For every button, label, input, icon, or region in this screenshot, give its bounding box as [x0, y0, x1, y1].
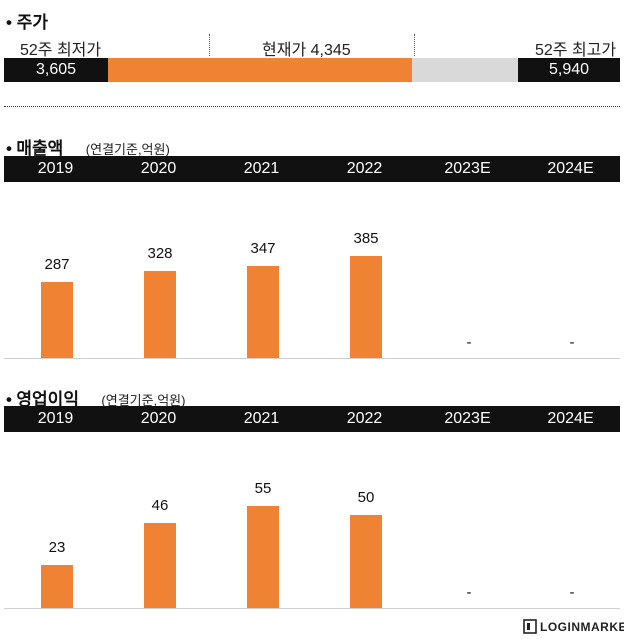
- bar-value-label: 287: [44, 256, 70, 273]
- low-price-label: 52주 최저가: [20, 42, 102, 59]
- year-label: 2019: [37, 160, 74, 177]
- bar-value-label: 23: [48, 539, 66, 556]
- stock-title-text: 주가: [16, 13, 48, 32]
- year-label: 2023E: [444, 410, 491, 427]
- bar-value-label: 385: [353, 230, 379, 247]
- bar-value-label: 55: [254, 480, 272, 497]
- year-label: 2023E: [444, 160, 491, 177]
- price-range-bar: 3,605 5,940: [4, 58, 620, 82]
- current-price-label: 현재가 4,345: [262, 42, 351, 59]
- year-label: 2019: [37, 410, 74, 427]
- bar: [41, 282, 73, 358]
- profit-baseline: [4, 608, 620, 609]
- bar: [350, 256, 382, 358]
- price-track: [108, 58, 518, 82]
- low-price-box: 3,605: [4, 58, 108, 82]
- divider-line: [209, 34, 210, 56]
- bullet-icon: •: [6, 390, 12, 409]
- loginmarket-logo-icon: [523, 619, 537, 634]
- revenue-title: 매출액: [16, 139, 64, 158]
- bar-value-label: -: [569, 334, 575, 351]
- year-label: 2022: [346, 410, 383, 427]
- high-price-label: 52주 최고가: [535, 42, 617, 59]
- high-price-box: 5,940: [518, 58, 620, 82]
- current-price-fill: [108, 58, 412, 82]
- bar: [247, 506, 279, 608]
- profit-title: 영업이익: [16, 390, 79, 409]
- bar-value-label: 46: [151, 497, 169, 514]
- bar: [350, 515, 382, 608]
- profit-chart: 23 46 55 50 - -: [4, 432, 620, 608]
- profit-section-header: • 영업이익 (연결기준,억원): [6, 385, 185, 410]
- section-separator: [4, 106, 620, 107]
- revenue-section-header: • 매출액 (연결기준,억원): [6, 134, 170, 159]
- bar: [144, 523, 176, 608]
- year-label: 2021: [243, 160, 280, 177]
- bar-value-label: -: [569, 584, 575, 601]
- bar: [247, 266, 279, 358]
- year-label: 2020: [140, 160, 177, 177]
- revenue-year-header: 2019 2020 2021 2022 2023E 2024E: [4, 156, 620, 182]
- profit-year-header: 2019 2020 2021 2022 2023E 2024E: [4, 406, 620, 432]
- bar-value-label: -: [466, 334, 472, 351]
- profit-unit-note: (연결기준,억원): [101, 393, 186, 408]
- bar-value-label: 50: [357, 489, 375, 506]
- footer-brand: LOGINMARKET: [540, 620, 624, 634]
- stock-section-title: • 주가: [6, 8, 48, 33]
- revenue-baseline: [4, 358, 620, 359]
- year-label: 2020: [140, 410, 177, 427]
- revenue-unit-note: (연결기준,억원): [85, 142, 170, 157]
- bar-value-label: 328: [147, 245, 173, 262]
- bar-value-label: -: [466, 584, 472, 601]
- divider-line: [414, 34, 415, 56]
- year-label: 2024E: [547, 410, 594, 427]
- bar-value-label: 347: [250, 240, 276, 257]
- bullet-icon: •: [6, 139, 12, 158]
- year-label: 2022: [346, 160, 383, 177]
- bar: [144, 271, 176, 358]
- year-label: 2021: [243, 410, 280, 427]
- revenue-chart: 287 328 347 385 - -: [4, 182, 620, 358]
- bullet-icon: •: [6, 13, 12, 32]
- year-label: 2024E: [547, 160, 594, 177]
- bar: [41, 565, 73, 608]
